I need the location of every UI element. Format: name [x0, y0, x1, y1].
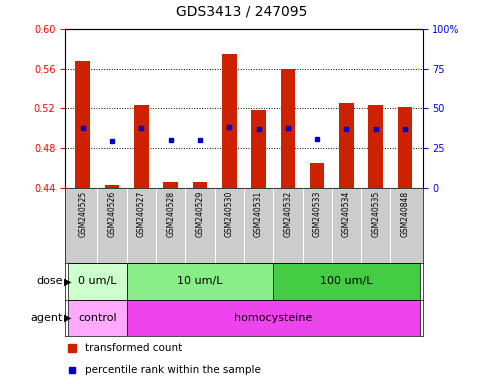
Bar — [339, 103, 354, 188]
Text: transformed count: transformed count — [85, 343, 182, 353]
Text: GDS3413 / 247095: GDS3413 / 247095 — [176, 5, 307, 18]
Bar — [163, 182, 178, 188]
Text: percentile rank within the sample: percentile rank within the sample — [85, 366, 261, 376]
Bar — [398, 108, 412, 188]
Bar — [281, 69, 295, 188]
Bar — [251, 111, 266, 188]
Bar — [75, 61, 90, 188]
Bar — [369, 106, 383, 188]
Bar — [310, 163, 325, 188]
Bar — [68, 300, 127, 336]
Text: GSM240535: GSM240535 — [371, 190, 380, 237]
Bar — [193, 182, 207, 188]
Text: GSM240533: GSM240533 — [313, 190, 322, 237]
Bar — [273, 263, 420, 300]
Text: GSM240527: GSM240527 — [137, 190, 146, 237]
Text: GSM240530: GSM240530 — [225, 190, 234, 237]
Text: GSM240529: GSM240529 — [196, 190, 204, 237]
Bar — [68, 263, 127, 300]
Text: agent: agent — [30, 313, 63, 323]
Bar — [222, 54, 237, 188]
Text: 100 um/L: 100 um/L — [320, 276, 373, 286]
Bar — [127, 300, 420, 336]
Text: GSM240528: GSM240528 — [166, 190, 175, 237]
Text: ▶: ▶ — [64, 313, 71, 323]
Bar — [127, 263, 273, 300]
Text: GSM240525: GSM240525 — [78, 190, 87, 237]
Text: GSM240532: GSM240532 — [284, 190, 292, 237]
Text: control: control — [78, 313, 117, 323]
Text: GSM240526: GSM240526 — [108, 190, 116, 237]
Bar — [105, 185, 119, 188]
Text: 10 um/L: 10 um/L — [177, 276, 223, 286]
Text: GSM240531: GSM240531 — [254, 190, 263, 237]
Bar — [134, 106, 149, 188]
Text: GSM240534: GSM240534 — [342, 190, 351, 237]
Text: dose: dose — [36, 276, 63, 286]
Text: homocysteine: homocysteine — [234, 313, 313, 323]
Text: ▶: ▶ — [64, 276, 71, 286]
Text: 0 um/L: 0 um/L — [78, 276, 117, 286]
Text: GSM240848: GSM240848 — [400, 190, 410, 237]
